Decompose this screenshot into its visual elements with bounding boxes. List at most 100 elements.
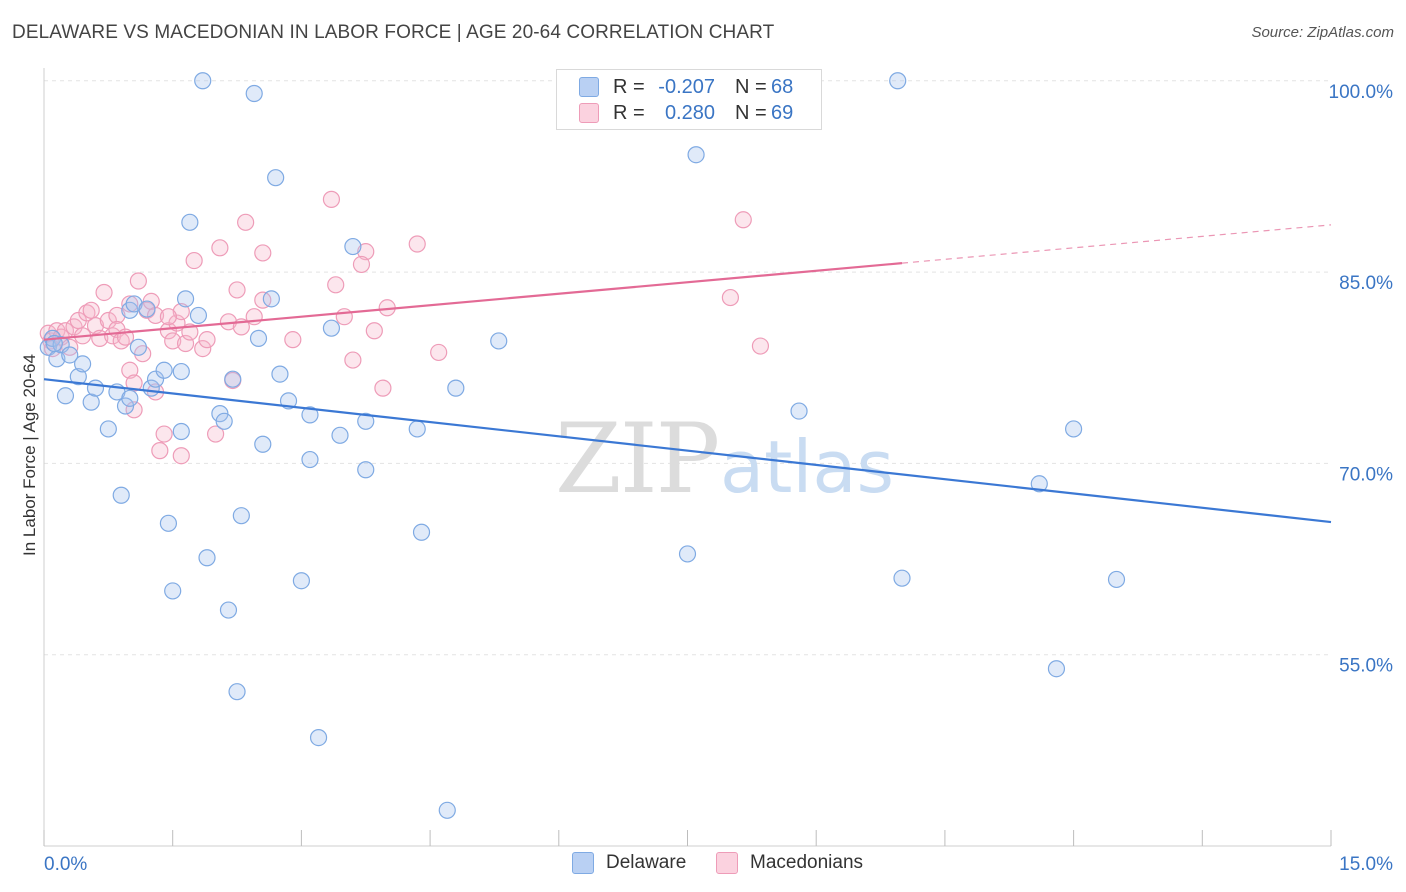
delaware-point bbox=[194, 72, 212, 90]
macedonians-point bbox=[198, 331, 216, 349]
delaware-point bbox=[322, 319, 341, 337]
delaware-point bbox=[408, 420, 426, 438]
r-label: R = bbox=[613, 75, 645, 98]
delaware-point bbox=[146, 370, 165, 388]
delaware-point bbox=[215, 412, 233, 430]
delaware-point bbox=[1030, 475, 1048, 493]
macedonians-point bbox=[211, 239, 229, 257]
delaware-point bbox=[790, 402, 808, 420]
delaware-point bbox=[189, 306, 208, 325]
x-tick-label-min: 0.0% bbox=[44, 854, 87, 875]
watermark: ZIP atlas bbox=[555, 403, 894, 515]
macedonians-point bbox=[129, 272, 147, 290]
delaware-point bbox=[292, 572, 310, 590]
macedonians-point bbox=[284, 331, 302, 349]
delaware-point bbox=[172, 362, 190, 381]
axes bbox=[43, 68, 1332, 847]
y-tick-label: 100.0% bbox=[1329, 82, 1394, 103]
delaware-point bbox=[56, 387, 75, 405]
delaware-point bbox=[893, 569, 911, 587]
delaware-point bbox=[176, 290, 195, 308]
macedonians-point bbox=[108, 306, 126, 325]
macedonians-point bbox=[365, 322, 383, 340]
delaware-point bbox=[344, 237, 362, 256]
macedonians-point bbox=[734, 211, 752, 229]
n-value: 68 bbox=[771, 75, 794, 98]
delaware-point bbox=[125, 295, 143, 313]
delaware-point bbox=[82, 393, 100, 411]
macedonians-point bbox=[374, 379, 392, 397]
delaware-point bbox=[254, 435, 272, 453]
macedonians-point bbox=[335, 308, 353, 326]
macedonians-swatch bbox=[579, 103, 599, 123]
macedonians-point bbox=[237, 213, 255, 231]
macedonians-point bbox=[121, 295, 139, 313]
macedonians-point bbox=[254, 244, 272, 262]
legend-item-delaware[interactable]: Delaware bbox=[572, 852, 686, 874]
macedonians-point bbox=[357, 243, 375, 261]
delaware-point bbox=[181, 213, 199, 231]
delaware-point bbox=[271, 365, 289, 383]
watermark-zip: ZIP bbox=[555, 403, 718, 515]
delaware-point bbox=[267, 169, 285, 187]
trend-lines bbox=[43, 224, 1332, 524]
macedonians-point bbox=[159, 308, 178, 326]
macedonians-point bbox=[151, 442, 169, 460]
macedonians-point bbox=[327, 276, 345, 294]
x-tick-label-max: 15.0% bbox=[1339, 854, 1393, 875]
r-value: -0.207 bbox=[658, 75, 715, 98]
delaware-point bbox=[309, 728, 328, 747]
delaware-point bbox=[228, 683, 246, 701]
macedonians-point bbox=[185, 251, 203, 270]
delaware-point bbox=[357, 412, 375, 430]
delaware-point bbox=[69, 368, 87, 386]
n-label: N = bbox=[735, 101, 767, 124]
macedonians-point bbox=[408, 235, 426, 253]
delaware-point bbox=[86, 379, 105, 397]
delaware-point bbox=[74, 355, 92, 373]
delaware-point bbox=[219, 601, 238, 619]
delaware-point bbox=[1107, 570, 1126, 589]
delaware-point bbox=[232, 507, 250, 525]
macedonians-swatch bbox=[716, 852, 738, 874]
delaware-point bbox=[412, 523, 431, 541]
macedonians-point bbox=[430, 343, 448, 362]
stats-row-macedonians: R = 0.280 N = 69 bbox=[579, 100, 793, 126]
y-tick-label: 70.0% bbox=[1339, 464, 1393, 485]
delaware-point bbox=[61, 346, 79, 364]
macedonians-point bbox=[344, 351, 362, 369]
stats-row-delaware: R = -0.207 N = 68 bbox=[579, 74, 793, 100]
delaware-point bbox=[1047, 660, 1066, 678]
delaware-points bbox=[39, 72, 1126, 819]
delaware-point bbox=[490, 332, 508, 350]
macedonians-point bbox=[207, 425, 225, 443]
delaware-point bbox=[245, 84, 263, 103]
delaware-point bbox=[112, 486, 130, 504]
macedonians-point bbox=[86, 317, 105, 335]
macedonians-point bbox=[228, 281, 246, 299]
y-axis-title: In Labor Force | Age 20-64 bbox=[20, 354, 39, 556]
delaware-point bbox=[889, 72, 907, 90]
macedonians-point bbox=[146, 306, 165, 325]
macedonians-point bbox=[82, 301, 100, 319]
delaware-swatch bbox=[579, 77, 599, 97]
macedonians-trend-line bbox=[43, 262, 903, 341]
delaware-point bbox=[438, 801, 456, 819]
macedonians-point bbox=[121, 361, 139, 379]
delaware-point bbox=[159, 514, 178, 532]
delaware-point bbox=[138, 300, 156, 318]
delaware-point bbox=[687, 146, 705, 164]
r-label: R = bbox=[613, 101, 645, 124]
macedonians-point bbox=[721, 288, 740, 307]
macedonians-point bbox=[352, 255, 371, 274]
legend-label: Macedonians bbox=[750, 852, 864, 873]
macedonians-point bbox=[172, 303, 190, 321]
n-label: N = bbox=[735, 75, 767, 98]
delaware-point bbox=[198, 549, 216, 567]
y-tick-label: 55.0% bbox=[1339, 656, 1393, 677]
gridlines bbox=[44, 80, 1331, 656]
y-tick-label: 85.0% bbox=[1339, 273, 1393, 294]
legend-item-macedonians[interactable]: Macedonians bbox=[716, 852, 863, 874]
delaware-point bbox=[99, 420, 117, 438]
